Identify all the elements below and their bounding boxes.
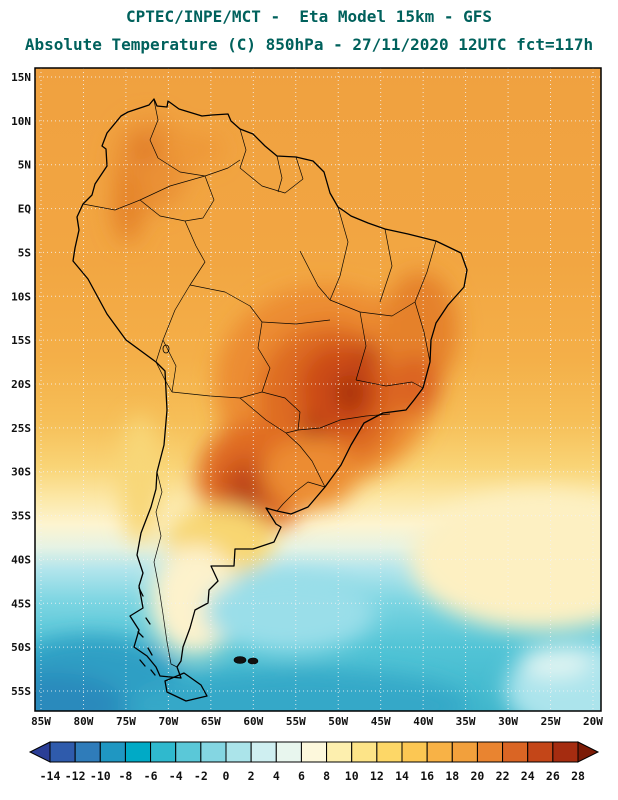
lat-label: 15N bbox=[11, 71, 31, 84]
lon-label: 65W bbox=[201, 715, 221, 728]
lat-label: 25S bbox=[11, 422, 31, 435]
lon-label: 45W bbox=[371, 715, 391, 728]
title-line-2: Absolute Temperature (C) 850hPa - 27/11/… bbox=[25, 35, 593, 54]
lat-label: 40S bbox=[11, 553, 31, 566]
lon-label: 85W bbox=[31, 715, 51, 728]
colorbar-tick-label: 12 bbox=[370, 769, 384, 783]
lon-label: 55W bbox=[286, 715, 306, 728]
colorbar-cell bbox=[326, 741, 353, 763]
colorbar-tick-label: -14 bbox=[40, 769, 61, 783]
colorbar-tick-label: -12 bbox=[65, 769, 86, 783]
lat-label: 20S bbox=[11, 378, 31, 391]
geography-layer bbox=[72, 98, 468, 702]
colorbar-tick-label: -4 bbox=[169, 769, 183, 783]
colorbar-cell bbox=[175, 741, 202, 763]
lat-label: 10N bbox=[11, 115, 31, 128]
colorbar-cell bbox=[275, 741, 302, 763]
lon-label: 30W bbox=[498, 715, 518, 728]
lat-label: 5N bbox=[18, 159, 31, 172]
colorbar-cell bbox=[426, 741, 453, 763]
colorbar-tick-label: 2 bbox=[248, 769, 255, 783]
lon-label: 75W bbox=[116, 715, 136, 728]
lat-label: 10S bbox=[11, 290, 31, 303]
temperature-field bbox=[35, 68, 601, 711]
colorbar-cell bbox=[225, 741, 252, 763]
colorbar-tick-label: 4 bbox=[273, 769, 280, 783]
colorbar-cell bbox=[74, 741, 101, 763]
falkland-island-east bbox=[247, 657, 259, 665]
colorbar-cell bbox=[552, 741, 579, 763]
colorbar-cell bbox=[476, 741, 504, 763]
colorbar-tick-label: -8 bbox=[118, 769, 132, 783]
lon-label: 70W bbox=[158, 715, 178, 728]
country-borders bbox=[82, 99, 326, 668]
lon-label: 35W bbox=[456, 715, 476, 728]
colorbar-tick-label: 10 bbox=[345, 769, 359, 783]
colorbar-cell bbox=[150, 741, 177, 763]
colorbar-cell bbox=[351, 741, 378, 763]
tierra-del-fuego-coastline bbox=[164, 672, 208, 702]
colorbar-tick-label: 22 bbox=[496, 769, 510, 783]
south-america-coastline bbox=[72, 98, 468, 679]
lat-label: 45S bbox=[11, 597, 31, 610]
colorbar-cell bbox=[49, 741, 76, 763]
lon-label: 60W bbox=[243, 715, 263, 728]
map-frame bbox=[34, 67, 602, 712]
colorbar-tick-label: 0 bbox=[223, 769, 230, 783]
colorbar-tick-label: 6 bbox=[298, 769, 305, 783]
temperature-colorbar: -14 -12 -10 -8 -6 -4 -2 0 2 4 6 8 10 12 14 16 18 20 22 24 26… bbox=[28, 741, 600, 783]
colorbar-cell bbox=[99, 741, 126, 763]
lat-label: EQ bbox=[18, 203, 32, 216]
colorbar-tick-label: 8 bbox=[323, 769, 330, 783]
lat-label: 5S bbox=[18, 246, 31, 259]
title-line-1: CPTEC/INPE/MCT - Eta Model 15km - GFS bbox=[126, 7, 492, 26]
state-borders bbox=[261, 206, 437, 431]
colorbar-tick-label: 16 bbox=[420, 769, 434, 783]
colorbar-tick-label: -6 bbox=[144, 769, 158, 783]
colorbar-tick-label: 24 bbox=[521, 769, 535, 783]
lake-titicaca bbox=[162, 344, 170, 354]
colorbar-cell bbox=[527, 741, 554, 763]
colorbar-cell bbox=[124, 741, 152, 763]
lon-label: 50W bbox=[328, 715, 348, 728]
colorbar-tick-label: 28 bbox=[571, 769, 585, 783]
lon-label: 80W bbox=[74, 715, 94, 728]
chilean-archipelago bbox=[137, 587, 156, 676]
lat-label: 35S bbox=[11, 510, 31, 523]
lat-label: 50S bbox=[11, 641, 31, 654]
latitude-axis: 15N 10N 5N EQ 5S 10S 15S 20S 25S 30S 35S 40S 45S 50S 5… bbox=[11, 71, 31, 698]
longitude-axis: 85W 80W 75W 70W 65W 60W 55W 50W 45W 40W 35W 30W 25W 2… bbox=[31, 715, 603, 728]
colorbar-tick-label: 18 bbox=[445, 769, 459, 783]
lon-label: 20W bbox=[583, 715, 603, 728]
colorbar-tick-label: -10 bbox=[90, 769, 111, 783]
colorbar-arrow-right bbox=[577, 741, 600, 763]
colorbar-tick-label: 26 bbox=[546, 769, 560, 783]
falkland-island-west bbox=[233, 656, 247, 664]
lon-label: 40W bbox=[413, 715, 433, 728]
colorbar-cell bbox=[300, 741, 328, 763]
colorbar-arrow-left bbox=[28, 741, 51, 763]
lat-label: 55S bbox=[11, 685, 31, 698]
colorbar-cell bbox=[376, 741, 403, 763]
lat-label: 15S bbox=[11, 334, 31, 347]
lon-label: 25W bbox=[541, 715, 561, 728]
colorbar-tick-label: -2 bbox=[194, 769, 208, 783]
colorbar-cell bbox=[451, 741, 478, 763]
colorbar-tick-label: 14 bbox=[395, 769, 409, 783]
colorbar-cell bbox=[200, 741, 227, 763]
colorbar-tick-label: 20 bbox=[470, 769, 484, 783]
colorbar-cell bbox=[250, 741, 277, 763]
colorbar-cell bbox=[502, 741, 529, 763]
lat-label: 30S bbox=[11, 466, 31, 479]
colorbar-cell bbox=[401, 741, 428, 763]
